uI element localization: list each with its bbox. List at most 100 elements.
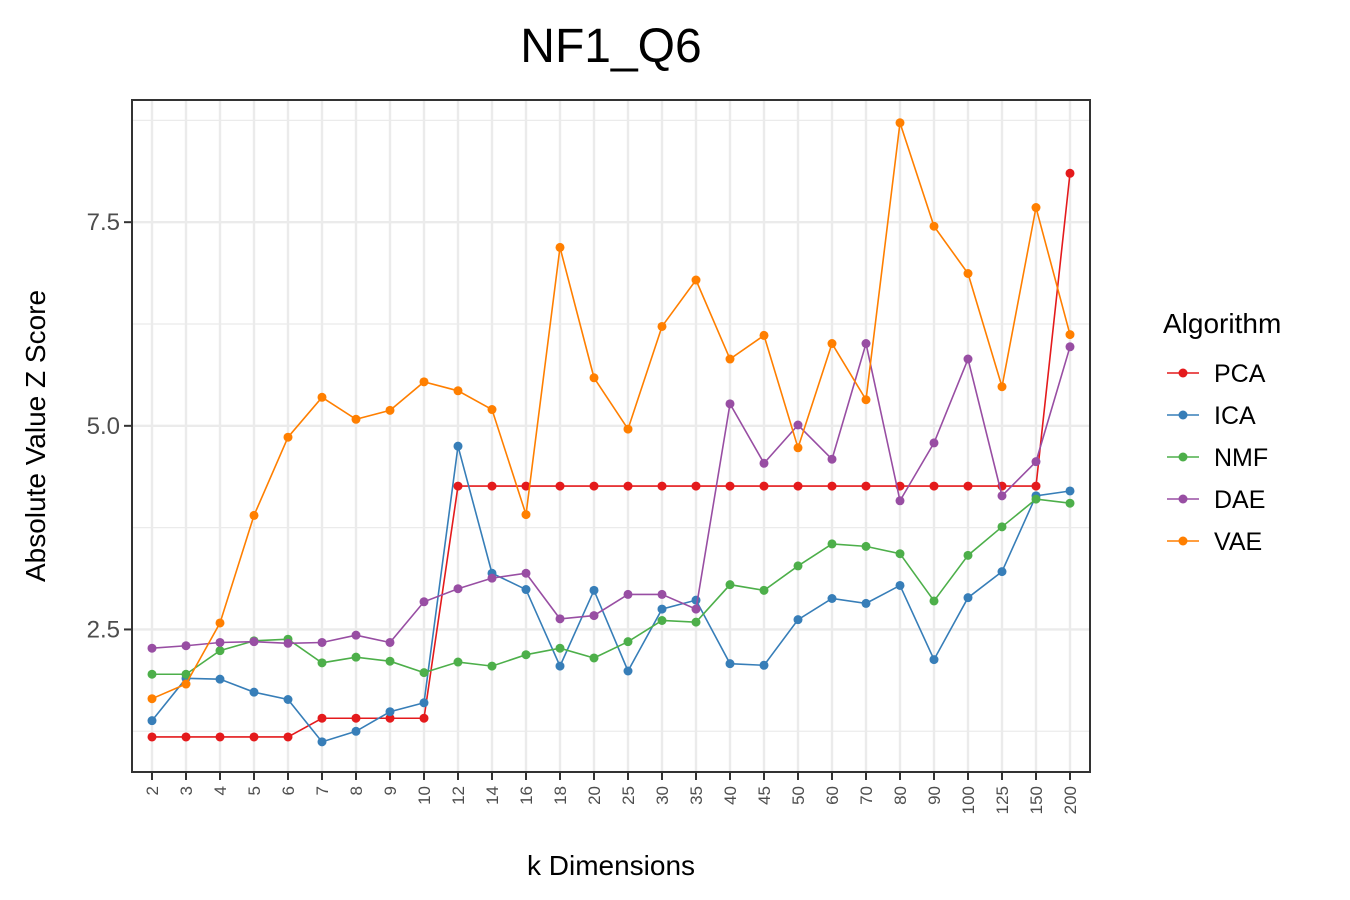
data-point-ica	[623, 666, 633, 676]
data-point-ica	[827, 594, 837, 604]
legend-key-point	[1178, 368, 1188, 378]
x-tick-label: 90	[925, 786, 944, 805]
data-point-dae	[827, 454, 837, 464]
data-point-dae	[589, 611, 599, 621]
series-line-vae	[151, 122, 1071, 700]
x-axis: 2 3 4 5 6 7 8 9 10 12 14 16 18 20 25 30 35 40 45 50 60 70 80 90…	[143, 772, 1080, 814]
data-point-ica	[929, 655, 939, 665]
data-point-pca	[317, 713, 327, 723]
data-point-pca	[725, 481, 735, 491]
data-point-vae	[895, 118, 905, 128]
y-tick-label: 2.5	[87, 616, 120, 643]
data-point-dae	[385, 637, 395, 647]
data-point-ica	[215, 674, 225, 684]
data-point-vae	[419, 377, 429, 387]
grid-lines	[132, 100, 1090, 772]
data-point-ica	[555, 661, 565, 671]
data-point-nmf	[793, 561, 803, 571]
data-point-dae	[351, 630, 361, 640]
x-tick-label: 10	[415, 786, 434, 805]
data-point-vae	[827, 339, 837, 349]
plot-panel	[131, 99, 1091, 773]
data-point-nmf	[181, 669, 191, 679]
data-point-dae	[759, 458, 769, 468]
data-point-nmf	[487, 661, 497, 671]
x-tick-label: 60	[823, 786, 842, 805]
x-tick-label: 8	[347, 786, 366, 795]
data-point-nmf	[147, 669, 157, 679]
data-point-vae	[555, 242, 565, 252]
data-point-vae	[657, 321, 667, 331]
data-point-dae	[793, 420, 803, 430]
x-tick-label: 40	[721, 786, 740, 805]
data-point-vae	[487, 405, 497, 415]
data-point-nmf	[997, 522, 1007, 532]
data-point-vae	[1065, 330, 1075, 340]
data-point-dae	[963, 354, 973, 364]
legend-item-pca: PCA	[1167, 360, 1266, 388]
x-tick-label: 150	[1027, 786, 1046, 814]
data-point-nmf	[317, 658, 327, 668]
data-point-pca	[1031, 481, 1041, 491]
data-point-pca	[215, 732, 225, 742]
data-point-pca	[657, 481, 667, 491]
data-point-pca	[623, 481, 633, 491]
data-point-pca	[385, 713, 395, 723]
data-point-pca	[181, 732, 191, 742]
data-point-nmf	[861, 541, 871, 551]
x-tick-label: 100	[959, 786, 978, 814]
legend-label: VAE	[1214, 528, 1262, 556]
data-point-vae	[1031, 203, 1041, 213]
legend-item-nmf: NMF	[1167, 444, 1268, 472]
series-line-dae	[151, 343, 1071, 649]
data-point-nmf	[929, 596, 939, 606]
data-point-pca	[351, 713, 361, 723]
data-point-pca	[589, 481, 599, 491]
data-point-vae	[929, 221, 939, 231]
data-point-vae	[453, 386, 463, 396]
x-tick-label: 45	[755, 786, 774, 805]
data-point-pca	[419, 713, 429, 723]
data-point-dae	[929, 438, 939, 448]
data-point-pca	[929, 481, 939, 491]
legend-label: ICA	[1214, 402, 1256, 430]
legend-key-point	[1178, 494, 1188, 504]
x-tick-label: 80	[891, 786, 910, 805]
series-line-ica	[151, 445, 1071, 743]
data-point-nmf	[963, 550, 973, 560]
data-point-dae	[997, 491, 1007, 501]
data-point-dae	[521, 568, 531, 578]
data-point-vae	[181, 679, 191, 689]
data-point-pca	[555, 481, 565, 491]
data-point-ica	[385, 707, 395, 717]
data-point-pca	[249, 732, 259, 742]
data-point-vae	[521, 510, 531, 520]
x-tick-label: 70	[857, 786, 876, 805]
x-axis-title: k Dimensions	[527, 850, 695, 881]
data-point-pca	[283, 732, 293, 742]
data-point-ica	[793, 615, 803, 625]
data-point-nmf	[691, 617, 701, 627]
data-point-pca	[521, 481, 531, 491]
data-point-ica	[589, 585, 599, 595]
data-point-nmf	[589, 653, 599, 663]
x-tick-label: 5	[245, 786, 264, 795]
x-tick-label: 4	[211, 786, 230, 795]
data-point-dae	[1065, 342, 1075, 352]
legend-title: Algorithm	[1163, 308, 1281, 339]
data-point-dae	[861, 339, 871, 349]
data-point-ica	[351, 726, 361, 736]
data-point-nmf	[385, 656, 395, 666]
data-point-pca	[963, 481, 973, 491]
data-point-vae	[691, 275, 701, 285]
x-tick-label: 2	[143, 786, 162, 795]
series-dae	[147, 339, 1075, 653]
data-point-vae	[623, 424, 633, 434]
x-tick-label: 20	[585, 786, 604, 805]
data-point-ica	[691, 595, 701, 605]
data-point-nmf	[623, 637, 633, 647]
x-tick-label: 18	[551, 786, 570, 805]
x-tick-label: 125	[993, 786, 1012, 814]
data-point-ica	[963, 593, 973, 603]
data-point-nmf	[725, 580, 735, 590]
